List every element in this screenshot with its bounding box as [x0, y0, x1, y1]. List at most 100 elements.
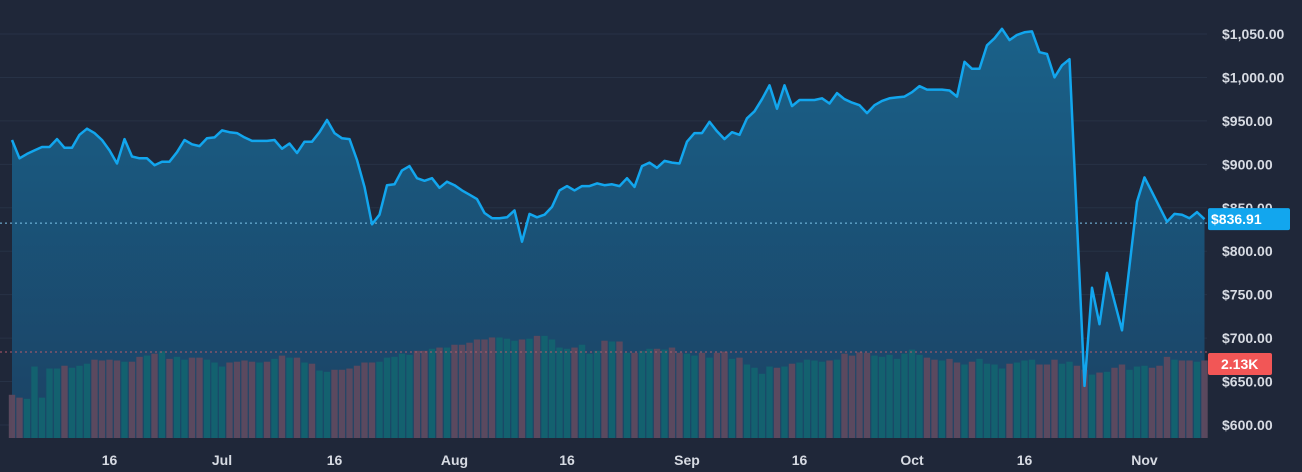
volume-bar [623, 352, 631, 438]
volume-bar [376, 361, 383, 438]
volume-bar [631, 352, 638, 438]
volume-bar [1028, 359, 1036, 438]
volume-bar [908, 349, 916, 438]
volume-bar [278, 355, 286, 438]
volume-bar [106, 359, 113, 438]
volume-bar [1088, 374, 1096, 438]
x-tick-label: 16 [327, 452, 343, 468]
volume-bar [676, 352, 683, 438]
volume-bar [166, 358, 173, 438]
x-tick-label: 16 [1017, 452, 1033, 468]
volume-bar [248, 361, 256, 438]
volume-bar [196, 357, 203, 438]
volume-bar [436, 347, 443, 438]
y-tick-label: $750.00 [1222, 287, 1273, 303]
volume-bar [1156, 365, 1163, 438]
volume-bar [593, 350, 601, 438]
volume-bar [1133, 366, 1141, 438]
volume-bar [451, 344, 458, 438]
volume-bar [181, 359, 188, 438]
volume-bar [38, 397, 46, 438]
volume-bar [548, 339, 556, 438]
volume-bar [151, 353, 158, 438]
x-tick-label: Jul [212, 452, 232, 468]
volume-bar [413, 350, 421, 438]
y-tick-label: $700.00 [1222, 330, 1273, 346]
y-tick-label: $1,050.00 [1222, 26, 1284, 42]
volume-bar [113, 360, 121, 438]
volume-bar [961, 364, 968, 438]
volume-bar [421, 350, 428, 438]
x-tick-label: Aug [441, 452, 468, 468]
volume-bar [233, 361, 241, 438]
volume-bar [301, 362, 308, 438]
volume-bar [758, 373, 766, 438]
volume-bar [788, 363, 796, 438]
volume-bar [1111, 367, 1118, 438]
volume-bar [743, 364, 751, 438]
volume-bar [473, 339, 481, 438]
volume-bar [901, 353, 908, 438]
volume-bar [46, 368, 53, 438]
volume-bar [751, 367, 758, 438]
volume-bar [286, 357, 293, 438]
volume-bar [263, 361, 271, 438]
volume-bar [511, 340, 518, 438]
last-volume-badge: 2.13K [1208, 353, 1272, 375]
volume-bar [1163, 356, 1171, 438]
volume-bar [218, 366, 226, 438]
volume-bar [1096, 372, 1103, 438]
volume-bar [878, 356, 886, 438]
volume-bar [1178, 360, 1186, 438]
volume-bar [796, 362, 803, 438]
volume-bar [406, 354, 413, 438]
volume-bar [1058, 363, 1066, 438]
volume-bar [308, 363, 316, 438]
volume-bar [571, 347, 578, 438]
volume-bar [1006, 363, 1013, 438]
volume-bar [968, 361, 976, 438]
volume-bar [653, 348, 661, 438]
volume-bar [368, 362, 376, 438]
volume-bar [938, 360, 946, 438]
volume-bar [121, 361, 128, 438]
volume-bar [481, 339, 488, 438]
volume-bar [1171, 359, 1178, 438]
volume-bar [361, 362, 368, 438]
volume-bar [976, 358, 983, 438]
volume-bar [23, 398, 31, 438]
volume-bar [1073, 365, 1081, 438]
volume-bar [31, 366, 38, 438]
volume-bar [803, 359, 811, 438]
volume-bar [856, 352, 863, 438]
volume-bar [841, 353, 848, 438]
price-area-fill [12, 28, 1205, 439]
volume-bar [556, 347, 563, 438]
volume-bar [983, 363, 991, 438]
volume-bar [91, 359, 98, 438]
volume-bar [496, 337, 503, 438]
volume-bar [338, 369, 346, 438]
volume-bar [863, 352, 871, 438]
volume-bar [661, 349, 668, 438]
volume-bar [781, 366, 788, 438]
time-axis[interactable]: 16 Jul 16 Aug 16 Sep 16 Oct 16 Nov [102, 452, 1158, 468]
volume-bar [608, 341, 616, 438]
volume-bar [211, 362, 218, 438]
volume-bar [76, 365, 83, 438]
y-tick-label: $900.00 [1222, 156, 1273, 172]
volume-bar [443, 347, 451, 438]
volume-bar [1126, 369, 1133, 438]
volume-bar [173, 356, 181, 438]
volume-bar [1148, 367, 1156, 438]
volume-bar [466, 342, 473, 438]
volume-bar [1141, 365, 1148, 438]
y-tick-label: $1,000.00 [1222, 69, 1284, 85]
volume-bar [61, 365, 68, 438]
volume-bar [563, 348, 571, 438]
volume-bar [1186, 360, 1193, 438]
volume-bar [946, 358, 953, 438]
volume-bar [871, 355, 878, 438]
price-line [10, 27, 1206, 388]
